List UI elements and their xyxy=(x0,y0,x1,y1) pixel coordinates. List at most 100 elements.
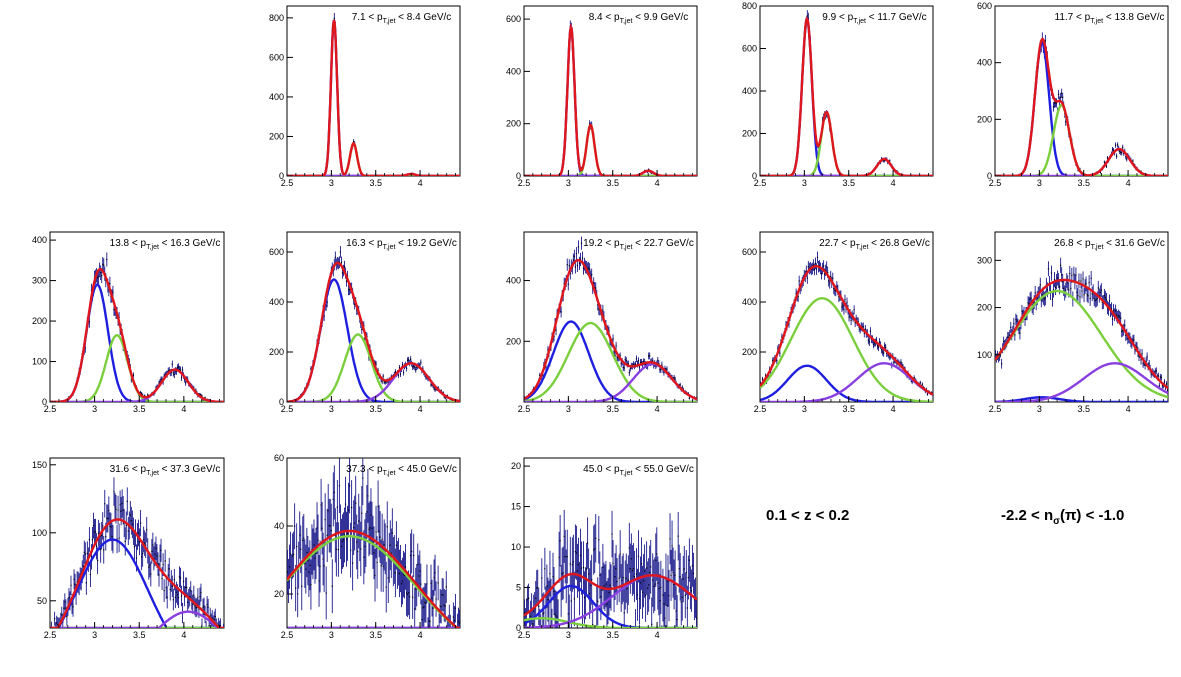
data-point xyxy=(1142,362,1144,364)
data-point xyxy=(1033,301,1035,303)
data-point xyxy=(326,301,328,303)
data-point xyxy=(1069,272,1071,275)
data-point xyxy=(179,577,182,579)
data-point xyxy=(189,596,191,598)
data-point xyxy=(119,504,121,506)
data-point xyxy=(1062,280,1064,283)
data-point xyxy=(658,587,660,590)
data-point xyxy=(145,544,147,546)
y-tick-label: 200 xyxy=(977,114,992,124)
data-point xyxy=(884,159,886,162)
data-point xyxy=(610,586,612,589)
data-point xyxy=(411,550,413,553)
data-point xyxy=(1040,299,1042,301)
data-point xyxy=(625,359,627,362)
y-tick-label: 100 xyxy=(977,350,992,360)
y-tick-label: 300 xyxy=(977,255,992,265)
data-point xyxy=(833,288,835,290)
data-point xyxy=(776,359,778,362)
data-point xyxy=(430,582,432,584)
data-point xyxy=(96,560,99,562)
data-point xyxy=(152,544,154,546)
data-point xyxy=(72,606,74,608)
data-point xyxy=(635,358,638,360)
data-point xyxy=(105,536,107,538)
pt-bin-label-low: 31.6 < p xyxy=(110,464,147,475)
data-point xyxy=(172,372,174,374)
data-point xyxy=(1112,309,1115,311)
data-point xyxy=(536,587,538,589)
data-point xyxy=(1070,287,1072,290)
proton-fit-curve xyxy=(760,362,933,402)
x-tick-label: 2.5 xyxy=(754,404,767,414)
data-point xyxy=(353,140,355,143)
data-point xyxy=(319,565,321,568)
data-point xyxy=(1001,363,1003,365)
data-point xyxy=(364,337,366,339)
data-point xyxy=(287,571,289,573)
data-point xyxy=(348,485,351,487)
data-point xyxy=(76,581,78,583)
data-point xyxy=(204,396,206,399)
data-point xyxy=(376,561,378,564)
data-point xyxy=(442,392,444,394)
data-point xyxy=(390,552,392,554)
data-point xyxy=(603,585,605,587)
data-point xyxy=(875,340,878,342)
data-point xyxy=(1085,283,1087,285)
data-point xyxy=(1166,389,1168,391)
data-point xyxy=(355,502,357,504)
data-point xyxy=(150,573,152,575)
data-point xyxy=(122,509,124,511)
data-point xyxy=(828,280,830,282)
kaon-fit-curve xyxy=(995,289,1168,399)
y-tick-label: 400 xyxy=(742,86,757,96)
data-point xyxy=(1106,157,1109,159)
data-point xyxy=(574,266,576,268)
data-point xyxy=(303,537,305,539)
data-point xyxy=(158,382,160,384)
data-point xyxy=(1104,297,1107,299)
data-point xyxy=(841,306,843,308)
data-point xyxy=(328,525,330,527)
x-tick-label: 3.5 xyxy=(133,404,146,414)
data-point xyxy=(867,172,869,174)
data-point xyxy=(65,607,67,609)
data-point xyxy=(432,385,434,387)
x-tick-label: 3 xyxy=(329,178,334,188)
data-point xyxy=(524,612,526,614)
y-tick-label: 0 xyxy=(516,171,521,181)
data-point xyxy=(117,509,119,511)
x-tick-label: 3 xyxy=(802,178,807,188)
data-point xyxy=(379,536,381,538)
pion-fit-curve xyxy=(524,320,697,402)
data-point xyxy=(1077,295,1079,297)
data-point xyxy=(537,587,539,589)
data-point xyxy=(614,354,616,357)
pion-fit-curve xyxy=(50,538,224,628)
data-point xyxy=(1117,144,1119,146)
data-point xyxy=(638,366,641,368)
data-point xyxy=(588,267,590,269)
data-point xyxy=(632,568,634,570)
data-point xyxy=(381,538,383,540)
data-point xyxy=(583,596,586,599)
data-point xyxy=(137,532,140,534)
data-point xyxy=(1013,322,1015,325)
pion-fit-curve xyxy=(524,584,697,628)
pt-bin-label: 13.8 < pT,jet < 16.3 GeV/c xyxy=(110,238,221,251)
data-point xyxy=(1067,282,1069,284)
data-point xyxy=(356,541,358,543)
data-point xyxy=(182,580,185,583)
data-point xyxy=(1019,332,1021,334)
data-point xyxy=(387,382,389,384)
data-point xyxy=(163,375,165,378)
data-point xyxy=(1007,336,1009,338)
data-point xyxy=(1133,339,1135,341)
x-tick-label: 3 xyxy=(329,404,334,414)
data-point xyxy=(102,525,104,527)
data-point xyxy=(643,570,646,572)
data-point xyxy=(408,359,410,361)
data-point xyxy=(297,593,299,595)
data-point xyxy=(601,589,603,591)
